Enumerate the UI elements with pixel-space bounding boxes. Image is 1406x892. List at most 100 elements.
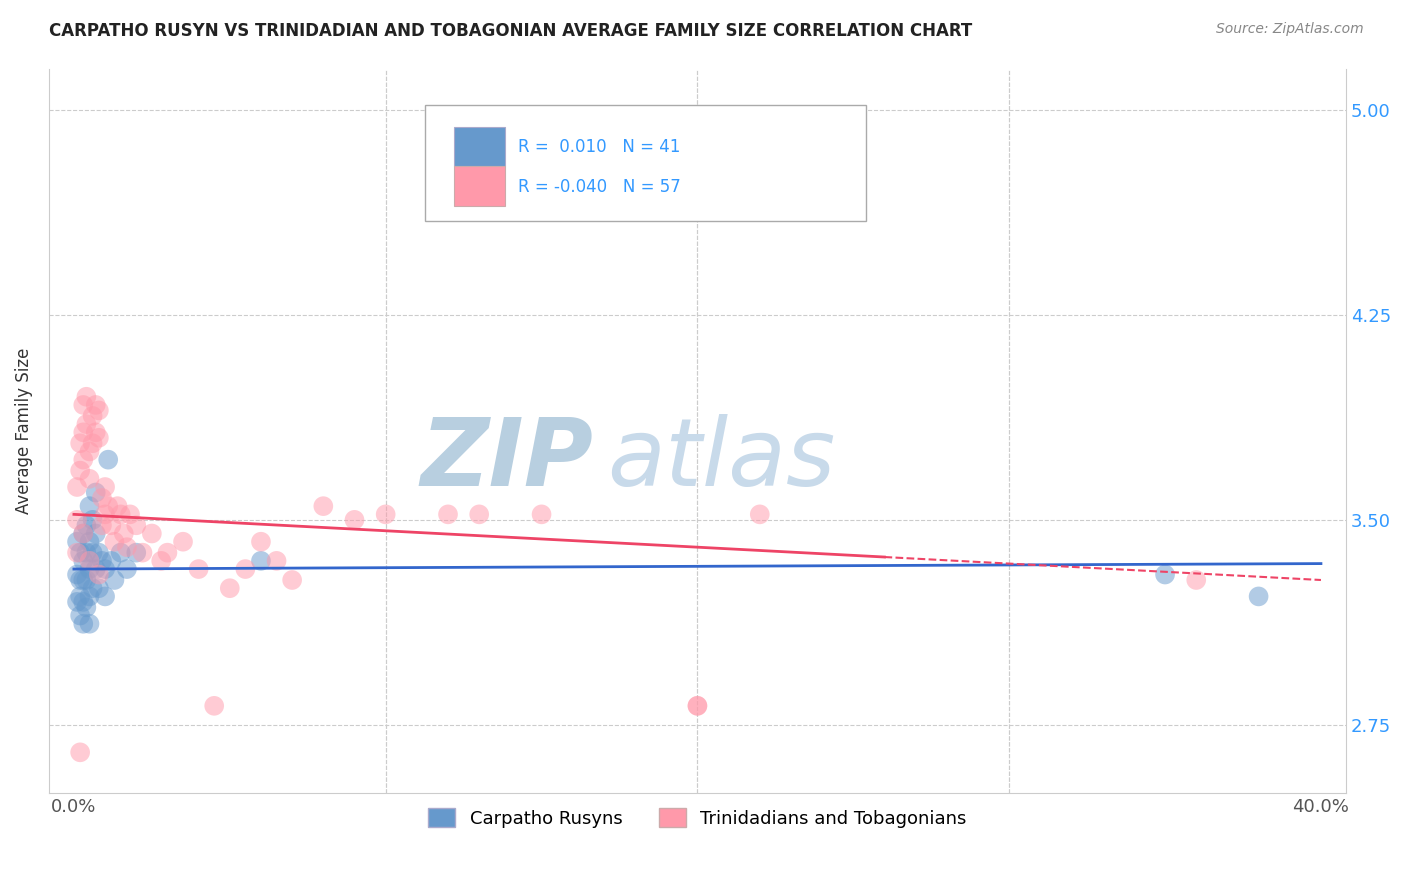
Point (97, 452, 120, 467)
Point (69, 608, 91, 623)
Point (686, 698, 709, 713)
Point (748, 508, 770, 522)
Point (530, 508, 553, 522)
Point (79, 554, 101, 568)
Point (75, 518, 97, 533)
Point (82, 409, 104, 423)
Bar (454, 167, 506, 206)
Point (82, 546, 104, 560)
Point (87, 546, 110, 560)
Point (75, 573, 97, 587)
Point (107, 499, 129, 513)
Point (437, 508, 460, 522)
Text: Source: ZipAtlas.com: Source: ZipAtlas.com (1216, 22, 1364, 37)
Point (115, 540, 138, 554)
Point (150, 554, 173, 568)
Point (1154, 567, 1177, 582)
Point (79, 534, 101, 549)
Point (72, 616, 94, 631)
Point (72, 573, 94, 587)
Point (84, 526, 107, 541)
Legend: Carpatho Rusyns, Trinidadians and Tobagonians: Carpatho Rusyns, Trinidadians and Tobago… (420, 801, 974, 835)
Point (87, 581, 110, 595)
Point (94, 590, 117, 604)
Bar (454, 127, 506, 167)
Point (72, 398, 94, 412)
Point (75, 417, 97, 431)
Point (84, 562, 107, 576)
Point (69, 573, 91, 587)
Point (110, 546, 132, 560)
Point (250, 554, 273, 568)
Point (75, 390, 97, 404)
Point (312, 499, 335, 513)
Point (281, 573, 304, 587)
Point (66, 513, 89, 527)
Point (172, 534, 194, 549)
Point (118, 508, 141, 522)
Point (686, 698, 709, 713)
Point (235, 562, 257, 576)
Point (141, 526, 163, 541)
Point (91, 554, 114, 568)
Point (103, 573, 125, 587)
Point (250, 534, 273, 549)
Point (100, 554, 122, 568)
Point (115, 562, 138, 576)
Point (187, 562, 209, 576)
Point (94, 508, 117, 522)
Point (66, 595, 89, 609)
Point (84, 485, 107, 500)
Point (79, 444, 101, 458)
Point (84, 398, 107, 412)
Point (75, 600, 97, 615)
Point (79, 472, 101, 486)
Point (156, 546, 179, 560)
Text: R = -0.040   N = 57: R = -0.040 N = 57 (519, 178, 681, 195)
Y-axis label: Average Family Size: Average Family Size (15, 348, 32, 514)
Point (66, 567, 89, 582)
Point (79, 499, 101, 513)
Point (94, 480, 117, 494)
Point (218, 581, 240, 595)
Point (103, 534, 125, 549)
Point (94, 562, 117, 576)
Point (72, 425, 94, 440)
Point (69, 590, 91, 604)
Point (125, 546, 148, 560)
Point (131, 546, 153, 560)
Point (72, 595, 94, 609)
Point (97, 499, 120, 513)
Point (79, 562, 101, 576)
Point (112, 526, 135, 541)
Point (69, 436, 91, 450)
Point (91, 518, 114, 533)
Point (343, 513, 366, 527)
Point (72, 554, 94, 568)
Point (66, 480, 89, 494)
Point (1247, 590, 1270, 604)
Text: atlas: atlas (606, 415, 835, 506)
FancyBboxPatch shape (425, 104, 866, 220)
Point (84, 425, 107, 440)
Point (69, 464, 91, 478)
Text: ZIP: ZIP (420, 414, 593, 506)
Point (82, 436, 104, 450)
Point (87, 431, 110, 445)
Point (72, 526, 94, 541)
Point (69, 745, 91, 759)
Point (125, 518, 148, 533)
Point (100, 518, 122, 533)
Point (75, 546, 97, 560)
Point (202, 698, 225, 713)
Point (72, 526, 94, 541)
Point (266, 554, 288, 568)
Point (468, 508, 491, 522)
Point (72, 452, 94, 467)
Point (66, 534, 89, 549)
Point (79, 616, 101, 631)
Point (87, 403, 110, 417)
Point (110, 508, 132, 522)
Text: CARPATHO RUSYN VS TRINIDADIAN AND TOBAGONIAN AVERAGE FAMILY SIZE CORRELATION CHA: CARPATHO RUSYN VS TRINIDADIAN AND TOBAGO… (49, 22, 973, 40)
Point (1185, 573, 1208, 587)
